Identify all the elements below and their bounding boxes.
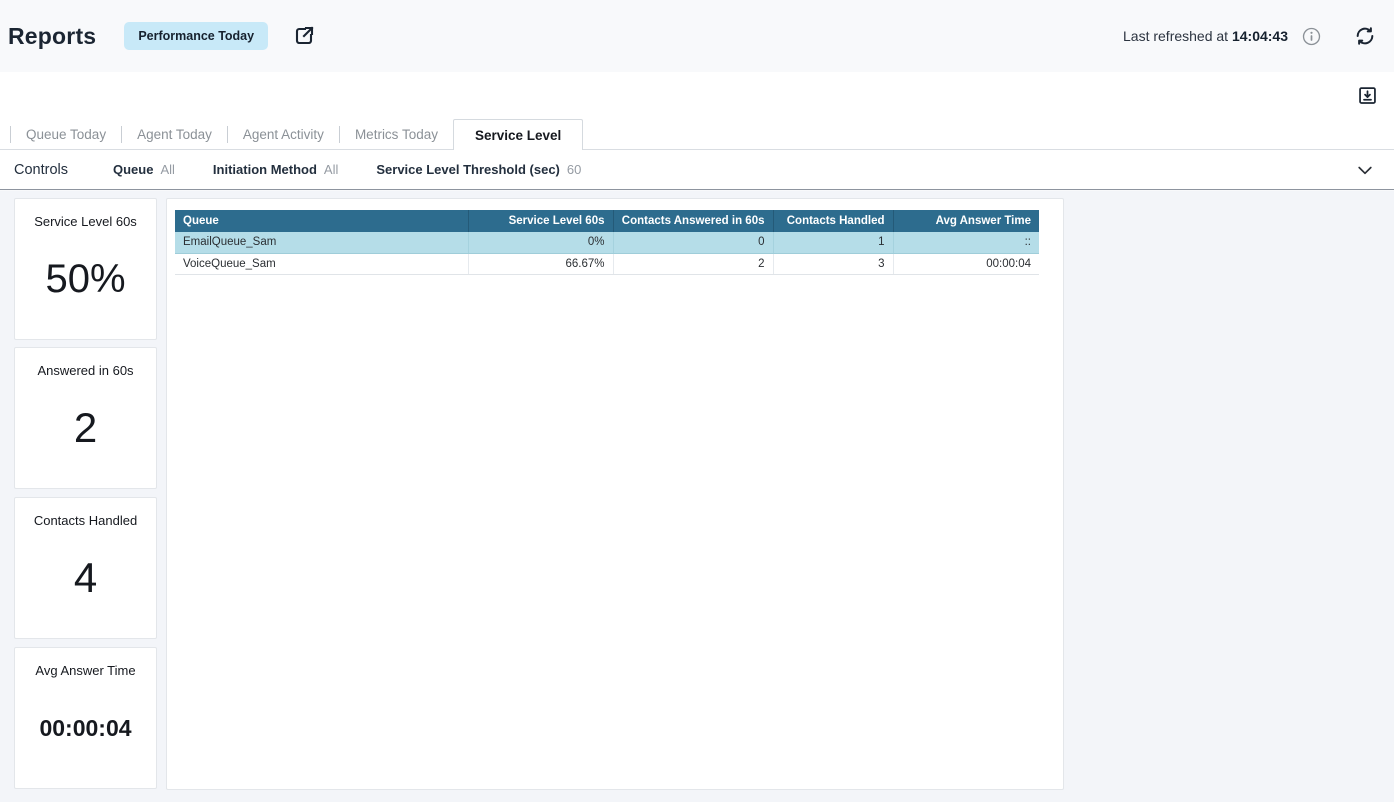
filter-queue[interactable]: Queue All bbox=[113, 162, 175, 177]
report-content: Service Level 60s 50% Answered in 60s 2 … bbox=[0, 191, 1394, 802]
kpi-card-contacts-handled: Contacts Handled 4 bbox=[14, 497, 157, 639]
kpi-card-avg-answer-time: Avg Answer Time 00:00:04 bbox=[14, 647, 157, 789]
column-header-avg-answer-time[interactable]: Avg Answer Time bbox=[892, 210, 1039, 232]
filter-initiation-method[interactable]: Initiation Method All bbox=[213, 162, 338, 177]
kpi-card-service-level: Service Level 60s 50% bbox=[14, 198, 157, 340]
last-refreshed-text: Last refreshed at 14:04:43 bbox=[1123, 28, 1288, 44]
cell-contacts-handled: 1 bbox=[772, 232, 893, 254]
refresh-icon bbox=[1354, 25, 1376, 47]
service-level-table-card: Queue Service Level 60s Contacts Answere… bbox=[166, 198, 1064, 790]
tab-separator bbox=[121, 125, 123, 143]
filter-name: Queue bbox=[113, 162, 154, 177]
kpi-label: Contacts Handled bbox=[33, 513, 138, 528]
table-row[interactable]: VoiceQueue_Sam 66.67% 2 3 00:00:04 bbox=[175, 253, 1039, 275]
app-header: Reports Performance Today Last refreshed… bbox=[0, 0, 1394, 72]
table-row[interactable]: EmailQueue_Sam 0% 0 1 :: bbox=[175, 232, 1039, 254]
controls-label: Controls bbox=[14, 161, 68, 178]
kpi-value-wrap: 4 bbox=[15, 528, 156, 638]
chevron-down-icon bbox=[1355, 160, 1375, 180]
kpi-value: 00:00:04 bbox=[39, 714, 132, 741]
cell-queue: VoiceQueue_Sam bbox=[175, 253, 468, 275]
kpi-value-wrap: 2 bbox=[15, 378, 156, 488]
filter-value: All bbox=[323, 162, 339, 177]
cell-avg-answer-time: :: bbox=[892, 232, 1039, 254]
kpi-value-wrap: 00:00:04 bbox=[15, 678, 156, 788]
filter-name: Initiation Method bbox=[212, 162, 317, 177]
table-header-row: Queue Service Level 60s Contacts Answere… bbox=[175, 210, 1039, 232]
filter-value: 60 bbox=[566, 162, 582, 177]
collapse-controls-button[interactable] bbox=[1352, 157, 1378, 183]
cell-avg-answer-time: 00:00:04 bbox=[892, 253, 1039, 275]
filter-value: All bbox=[160, 162, 175, 177]
column-header-contacts-handled[interactable]: Contacts Handled bbox=[772, 210, 893, 232]
column-header-service-level[interactable]: Service Level 60s bbox=[467, 210, 613, 232]
kpi-label: Avg Answer Time bbox=[35, 663, 136, 678]
refresh-info-button[interactable] bbox=[1298, 23, 1324, 49]
kpi-card-answered-in-60s: Answered in 60s 2 bbox=[14, 347, 157, 489]
report-tabs: Queue Today Agent Today Agent Activity M… bbox=[0, 119, 1394, 150]
info-icon bbox=[1302, 27, 1321, 46]
refresh-button[interactable] bbox=[1352, 23, 1378, 49]
header-right: Last refreshed at 14:04:43 bbox=[1123, 23, 1378, 49]
tab-agent-today[interactable]: Agent Today bbox=[122, 119, 227, 149]
cell-contacts-answered: 0 bbox=[612, 232, 773, 254]
kpi-value: 2 bbox=[73, 404, 98, 451]
cell-service-level: 66.67% bbox=[467, 253, 613, 275]
tab-separator bbox=[226, 125, 228, 143]
cell-contacts-answered: 2 bbox=[612, 253, 773, 275]
kpi-label: Answered in 60s bbox=[37, 363, 134, 378]
column-header-queue[interactable]: Queue bbox=[175, 210, 468, 232]
filter-name: Service Level Threshold (sec) bbox=[376, 162, 560, 177]
kpi-value: 4 bbox=[73, 554, 98, 601]
kpi-value-wrap: 50% bbox=[15, 229, 156, 339]
service-level-table: Queue Service Level 60s Contacts Answere… bbox=[175, 210, 1039, 275]
report-toolbar-band: Queue Today Agent Today Agent Activity M… bbox=[0, 72, 1394, 150]
filter-service-level-threshold[interactable]: Service Level Threshold (sec) 60 bbox=[376, 162, 581, 177]
controls-bar: Controls Queue All Initiation Method All… bbox=[0, 150, 1394, 190]
tab-service-level[interactable]: Service Level bbox=[452, 119, 584, 150]
last-refreshed-prefix: Last refreshed at bbox=[1123, 28, 1229, 44]
tab-separator bbox=[338, 125, 340, 143]
kpi-label: Service Level 60s bbox=[34, 214, 137, 229]
cell-service-level: 0% bbox=[467, 232, 613, 254]
last-refreshed-time: 14:04:43 bbox=[1231, 28, 1288, 44]
tab-agent-activity[interactable]: Agent Activity bbox=[228, 119, 339, 149]
tab-queue-today[interactable]: Queue Today bbox=[11, 119, 121, 149]
open-external-button[interactable] bbox=[290, 22, 318, 50]
page-title: Reports bbox=[8, 22, 97, 49]
cell-queue: EmailQueue_Sam bbox=[175, 232, 468, 254]
download-icon bbox=[1357, 85, 1378, 106]
tab-metrics-today[interactable]: Metrics Today bbox=[340, 119, 453, 149]
kpi-value: 50% bbox=[45, 256, 126, 301]
tab-separator bbox=[10, 125, 11, 143]
cell-contacts-handled: 3 bbox=[772, 253, 893, 275]
download-button[interactable] bbox=[1356, 84, 1378, 106]
report-name-badge[interactable]: Performance Today bbox=[124, 22, 269, 50]
filters: Queue All Initiation Method All Service … bbox=[113, 162, 581, 177]
external-link-icon bbox=[292, 24, 316, 48]
column-header-contacts-answered[interactable]: Contacts Answered in 60s bbox=[612, 210, 773, 232]
